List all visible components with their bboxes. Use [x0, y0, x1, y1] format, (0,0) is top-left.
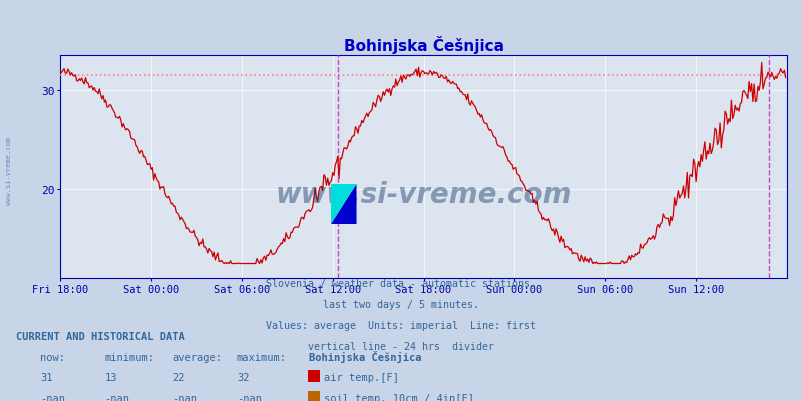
Text: CURRENT AND HISTORICAL DATA: CURRENT AND HISTORICAL DATA — [16, 331, 184, 341]
Text: average:: average: — [172, 352, 222, 362]
Text: -nan: -nan — [104, 393, 129, 401]
Text: vertical line - 24 hrs  divider: vertical line - 24 hrs divider — [308, 341, 494, 351]
Text: -nan: -nan — [237, 393, 261, 401]
Text: www.si-vreme.com: www.si-vreme.com — [6, 136, 12, 205]
Text: Bohinjska Češnjica: Bohinjska Češnjica — [309, 350, 421, 362]
Text: -nan: -nan — [40, 393, 65, 401]
Text: 13: 13 — [104, 373, 117, 383]
Text: minimum:: minimum: — [104, 352, 154, 362]
Text: Slovenia / weather data - automatic stations.: Slovenia / weather data - automatic stat… — [266, 279, 536, 289]
Text: soil temp. 10cm / 4in[F]: soil temp. 10cm / 4in[F] — [323, 393, 473, 401]
Text: Values: average  Units: imperial  Line: first: Values: average Units: imperial Line: fi… — [266, 320, 536, 330]
Text: www.si-vreme.com: www.si-vreme.com — [275, 180, 571, 208]
Polygon shape — [330, 184, 356, 225]
Polygon shape — [330, 184, 356, 225]
Text: 22: 22 — [172, 373, 185, 383]
Title: Bohinjska Češnjica: Bohinjska Češnjica — [343, 36, 503, 54]
Text: now:: now: — [40, 352, 65, 362]
Text: maximum:: maximum: — [237, 352, 286, 362]
Text: -nan: -nan — [172, 393, 197, 401]
Text: air temp.[F]: air temp.[F] — [323, 373, 398, 383]
Text: 31: 31 — [40, 373, 53, 383]
Text: 32: 32 — [237, 373, 249, 383]
Text: last two days / 5 minutes.: last two days / 5 minutes. — [323, 300, 479, 310]
